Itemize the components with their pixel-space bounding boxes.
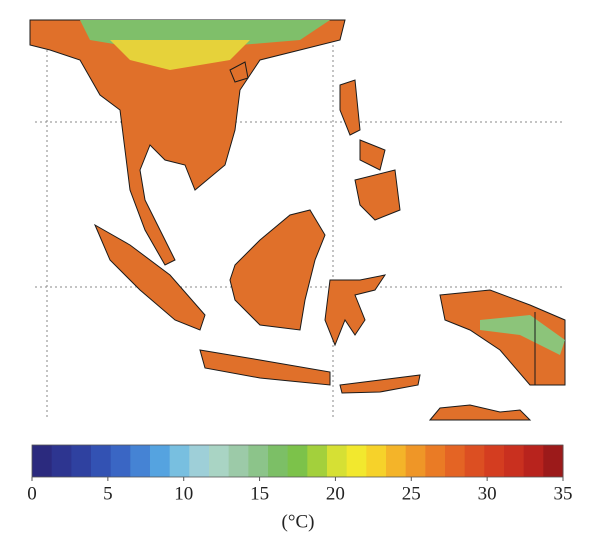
tick-label: 35: [554, 483, 573, 504]
color-swatch: [169, 445, 190, 477]
color-swatch: [346, 445, 367, 477]
color-swatch: [32, 445, 53, 477]
colorbar: 0 5 10 15 20 25 30 35: [27, 444, 573, 504]
colorbar-label: (°C): [282, 511, 315, 532]
hainan: [229, 61, 249, 83]
color-swatch: [287, 445, 308, 477]
map: [29, 19, 566, 421]
colorbar-frame: [31, 444, 564, 478]
color-swatch: [543, 445, 564, 477]
color-swatch: [51, 445, 72, 477]
java: [199, 349, 331, 386]
tick-label: 10: [174, 483, 193, 504]
color-swatch: [110, 445, 131, 477]
color-swatch: [307, 445, 328, 477]
color-swatch: [464, 445, 485, 477]
tick-label: 20: [326, 483, 345, 504]
new-guinea: [439, 289, 566, 386]
color-swatch: [445, 445, 466, 477]
color-swatch: [523, 445, 544, 477]
color-swatch: [504, 445, 525, 477]
color-swatch: [150, 445, 171, 477]
luzon: [339, 79, 361, 136]
borneo: [229, 209, 326, 331]
color-swatch: [248, 445, 269, 477]
tick-label: 15: [250, 483, 269, 504]
tick-label: 25: [402, 483, 421, 504]
color-swatch: [209, 445, 230, 477]
lesser-sunda: [339, 374, 421, 394]
color-swatch: [327, 445, 348, 477]
highland: [480, 315, 565, 355]
color-swatch: [386, 445, 407, 477]
color-swatch: [91, 445, 112, 477]
mindanao: [354, 169, 401, 221]
sulawesi: [324, 274, 387, 347]
color-swatch: [189, 445, 210, 477]
sumatra: [93, 223, 206, 331]
color-swatch: [71, 445, 92, 477]
color-swatch: [405, 445, 426, 477]
tick-label: 0: [27, 483, 37, 504]
australia: [428, 404, 532, 421]
color-swatch: [425, 445, 446, 477]
color-swatch: [366, 445, 387, 477]
color-swatch: [130, 445, 151, 477]
color-swatch: [484, 445, 505, 477]
tick-label: 5: [103, 483, 113, 504]
tick-label: 30: [478, 483, 497, 504]
visayas: [359, 139, 386, 171]
color-swatch: [268, 445, 289, 477]
highland: [110, 40, 250, 70]
color-swatch: [228, 445, 249, 477]
mainland: [29, 19, 346, 266]
